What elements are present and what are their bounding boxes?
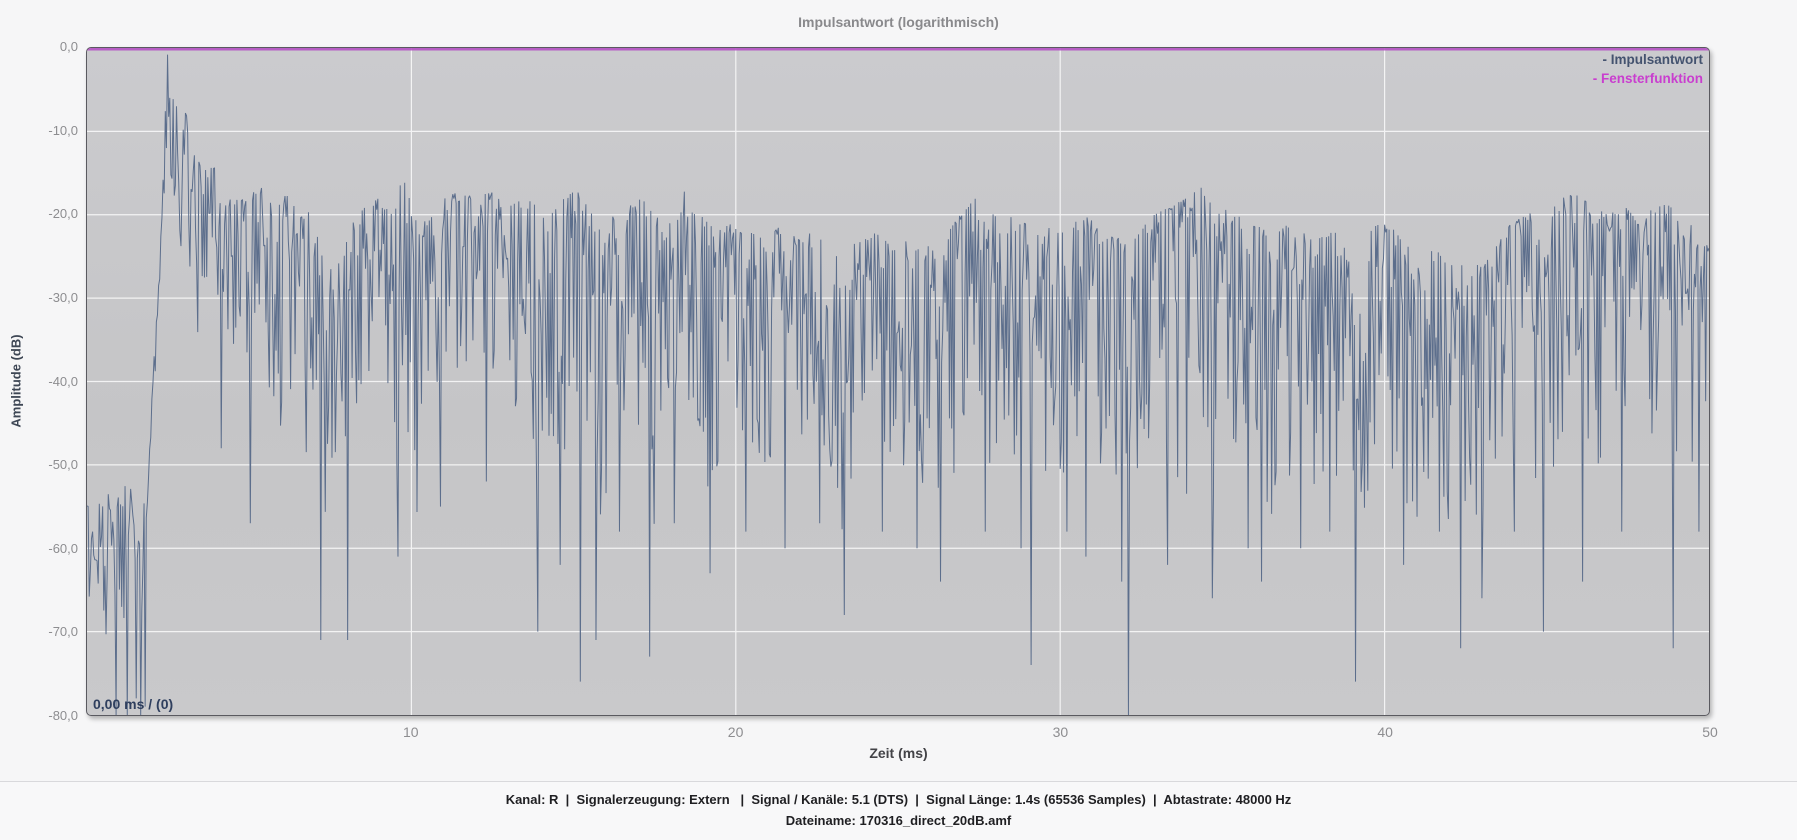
x-tick-label: 20	[727, 724, 744, 740]
legend-entry-impulsantwort: - Impulsantwort	[1602, 52, 1704, 67]
y-tick-label: -80,0	[48, 708, 78, 723]
x-tick-label: 30	[1052, 724, 1069, 740]
x-tick-label: 40	[1377, 724, 1393, 740]
legend-entry-fensterfunktion: - Fensterfunktion	[1592, 71, 1703, 86]
impulse-response-trace	[87, 54, 1709, 715]
signal-info-line: Kanal: R | Signalerzeugung: Extern | Sig…	[505, 792, 1292, 807]
y-tick-label: -60,0	[48, 540, 78, 556]
x-tick-label: 50	[1702, 724, 1718, 740]
y-tick-label: -10,0	[48, 122, 78, 138]
y-tick-label: -30,0	[48, 289, 78, 305]
filename-line: Dateiname: 170316_direct_20dB.amf	[785, 813, 1012, 828]
x-tick-label: 10	[403, 724, 419, 740]
y-tick-label: -40,0	[48, 373, 78, 389]
plot-area[interactable]: - Impulsantwort - Fensterfunktion 0,00 m…	[86, 47, 1710, 716]
y-tick-label: -70,0	[48, 624, 78, 640]
status-bar: Kanal: R | Signalerzeugung: Extern | Sig…	[0, 781, 1797, 840]
chart-title: Impulsantwort (logarithmisch)	[798, 14, 999, 30]
legend: - Impulsantwort - Fensterfunktion	[1593, 50, 1703, 88]
waveform-canvas[interactable]	[87, 48, 1709, 715]
gridlines	[87, 48, 1709, 715]
cursor-readout: 0,00 ms / (0)	[93, 696, 174, 712]
x-axis-title: Zeit (ms)	[869, 745, 928, 761]
y-tick-label: -50,0	[48, 457, 78, 473]
y-tick-label: 0,0	[59, 39, 78, 54]
y-tick-label: -20,0	[48, 206, 78, 222]
